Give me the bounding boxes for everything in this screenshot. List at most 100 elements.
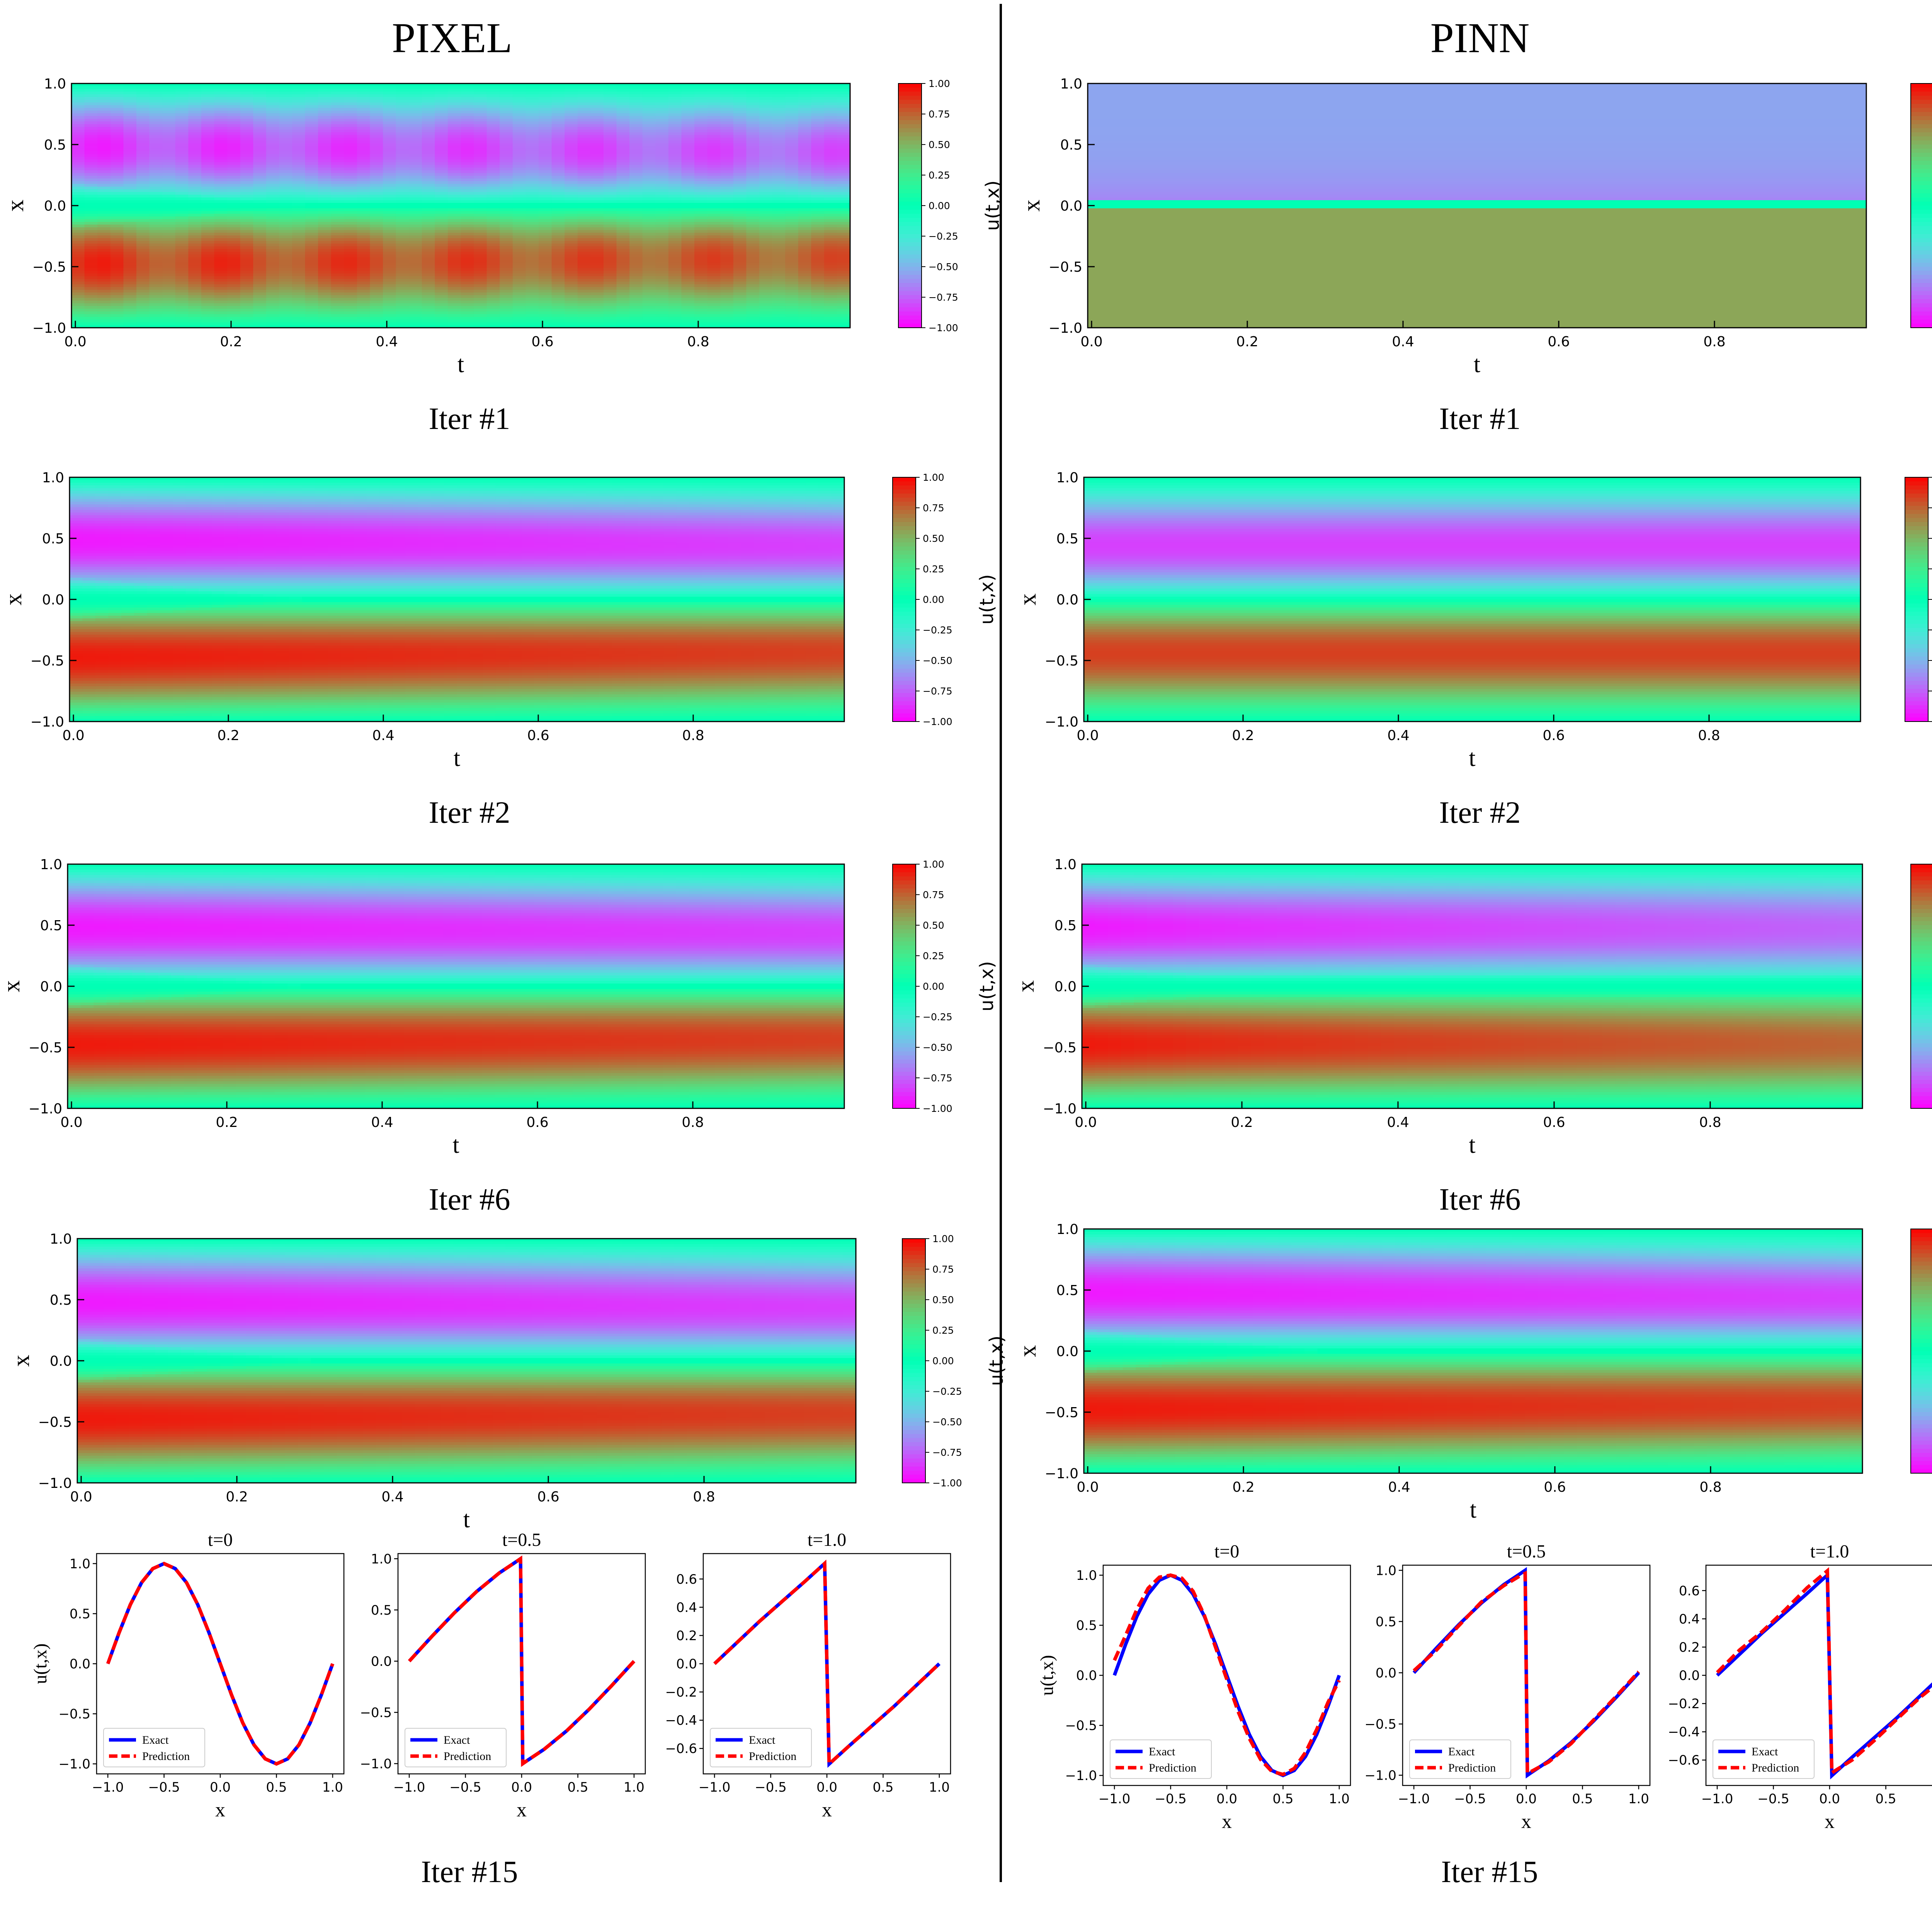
heatmap-cell <box>305 216 318 220</box>
heatmap-cell <box>123 94 136 97</box>
heatmap-cell <box>150 149 163 152</box>
heatmap-cell <box>409 225 422 228</box>
heatmap-cell <box>383 108 396 111</box>
heatmap-cell <box>253 306 266 309</box>
heatmap-cell <box>240 241 253 244</box>
heatmap-cell <box>150 284 163 288</box>
heatmap-cell <box>435 105 448 108</box>
plots-layer: 0.0 0.2 0.4 0.6 0.81.00.50.0−0.5−1.0tx1.000.… <box>0 76 1932 1889</box>
heatmap-cell <box>357 298 370 301</box>
heatmap-cell <box>305 284 318 288</box>
heatmap-cell <box>422 290 435 293</box>
heatmap-cell <box>123 262 136 266</box>
heatmap-cell <box>435 203 448 206</box>
heatmap-cell <box>331 140 344 143</box>
heatmap-cell <box>344 320 357 323</box>
heatmap-cell <box>370 235 383 238</box>
heatmap-cell <box>162 165 175 168</box>
heatmap-cell <box>448 203 461 206</box>
heatmap-cell <box>383 301 396 304</box>
heatmap-cell <box>188 168 201 171</box>
heatmap-cell <box>162 293 175 296</box>
heatmap-cell <box>201 189 214 192</box>
heatmap-cell <box>85 124 98 127</box>
heatmap-cell <box>85 132 98 135</box>
heatmap-cell <box>162 119 175 122</box>
heatmap-cell <box>448 246 461 249</box>
heatmap-cell <box>240 243 253 247</box>
heatmap-cell <box>85 260 98 263</box>
heatmap-cell <box>370 181 383 184</box>
heatmap-cell <box>409 105 422 108</box>
heatmap-cell <box>111 138 124 141</box>
heatmap-cell <box>175 271 189 274</box>
heatmap-cell <box>188 97 201 100</box>
heatmap-cell <box>253 314 266 317</box>
heatmap-cell <box>396 235 409 238</box>
heatmap-cell <box>97 119 111 122</box>
heatmap-cell <box>253 276 266 279</box>
heatmap-cell <box>357 165 370 168</box>
heatmap-cell <box>370 143 383 146</box>
heatmap-cell <box>240 162 253 165</box>
heatmap-cell <box>240 311 253 315</box>
heatmap-cell <box>383 165 396 168</box>
heatmap-cell <box>318 197 331 201</box>
heatmap-cell <box>227 306 240 309</box>
heatmap-cell <box>396 149 409 152</box>
heatmap-cell <box>383 219 396 222</box>
heatmap-cell <box>188 127 201 130</box>
heatmap-cell <box>71 129 85 133</box>
heatmap-cell <box>253 173 266 176</box>
heatmap-cell <box>396 151 409 155</box>
heatmap-cell <box>227 216 240 220</box>
heatmap-cell <box>71 140 85 143</box>
heatmap-cell <box>448 102 461 106</box>
heatmap-cell <box>188 111 201 114</box>
heatmap-cell <box>383 320 396 323</box>
heatmap-cell <box>266 208 279 211</box>
heatmap-cell <box>111 216 124 220</box>
heatmap-cell <box>162 181 175 184</box>
heatmap-cell <box>292 309 305 312</box>
heatmap-cell <box>123 124 136 127</box>
heatmap-cell <box>188 284 201 288</box>
heatmap-cell <box>422 206 435 209</box>
heatmap-cell <box>383 206 396 209</box>
heatmap-cell <box>331 92 344 95</box>
heatmap-cell <box>240 284 253 288</box>
heatmap-cell <box>318 214 331 217</box>
heatmap-cell <box>435 129 448 133</box>
heatmap-cell <box>253 279 266 282</box>
heatmap-cell <box>344 298 357 301</box>
heatmap-cell <box>383 146 396 149</box>
heatmap-cell <box>370 146 383 149</box>
heatmap-cell <box>123 129 136 133</box>
heatmap-cell <box>188 290 201 293</box>
heatmap-cell <box>448 121 461 124</box>
heatmap-cell <box>279 129 292 133</box>
heatmap-cell <box>383 140 396 143</box>
heatmap-cell <box>357 301 370 304</box>
heatmap-cell <box>253 176 266 179</box>
heatmap-cell <box>214 160 227 163</box>
heatmap-cell <box>435 235 448 238</box>
heatmap-cell <box>253 322 266 325</box>
heatmap-cell <box>214 222 227 225</box>
heatmap-cell <box>279 135 292 138</box>
heatmap-cell <box>409 222 422 225</box>
heatmap-cell <box>123 105 136 108</box>
heatmap-cell <box>175 219 189 222</box>
heatmap-cell <box>71 219 85 222</box>
heatmap-cell <box>201 284 214 288</box>
heatmap-cell <box>435 254 448 257</box>
heatmap-cell <box>331 181 344 184</box>
heatmap-cell <box>162 200 175 203</box>
heatmap-cell <box>201 187 214 190</box>
heatmap-cell <box>85 276 98 279</box>
heatmap-cell <box>227 200 240 203</box>
heatmap-cell <box>435 165 448 168</box>
heatmap-cell <box>175 138 189 141</box>
heatmap-cell <box>266 243 279 247</box>
heatmap-cell <box>344 176 357 179</box>
